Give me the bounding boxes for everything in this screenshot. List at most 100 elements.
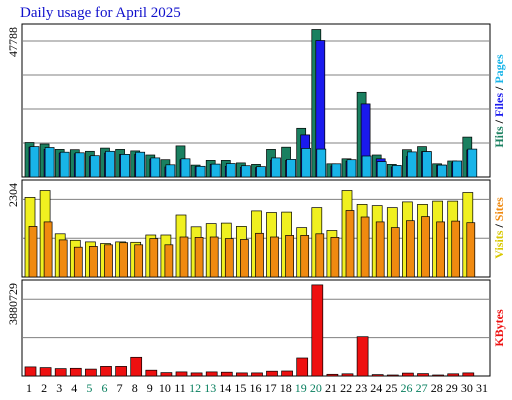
- day-label-13: 13: [204, 381, 216, 395]
- sites-bar-sites-day-7: [119, 242, 128, 278]
- day-label-3: 3: [56, 381, 62, 395]
- hits-series-hits: [24, 29, 473, 178]
- kbytes-panel: 3880729 KBytes: [6, 279, 506, 377]
- hits-bar-pages-day-17: [271, 157, 281, 178]
- sites-bar-sites-day-26: [406, 220, 415, 278]
- hits-series-pages: [29, 146, 478, 178]
- kbytes-bar-kbytes-day-26: [402, 372, 414, 377]
- sites-bar-sites-day-19: [300, 235, 310, 278]
- day-label-27: 27: [416, 381, 428, 395]
- kbytes-bar-kbytes-day-1: [24, 366, 37, 377]
- x-axis-day-labels: 1 2 3 4 5 6 7 8 9 10 11 12 13 14 15 16 17 18 19 20 21 22 23 24 2…: [26, 381, 488, 395]
- hits-bar-pages-day-23: [361, 155, 372, 178]
- hits-max-label: 47788: [6, 27, 20, 57]
- kbytes-bar-kbytes-day-14: [220, 371, 233, 377]
- day-label-30: 30: [461, 381, 473, 395]
- hits-panel: 47788 Hits / Files / Pages: [6, 23, 506, 178]
- hits-legend-item: /: [492, 119, 506, 126]
- day-label-20: 20: [310, 381, 322, 395]
- sites-bar-sites-day-25: [390, 227, 400, 278]
- sites-bar-sites-day-17: [270, 236, 279, 278]
- hits-bar-pages-day-19: [301, 148, 312, 178]
- day-label-4: 4: [71, 381, 77, 395]
- kbytes-series-kbytes: [24, 284, 475, 377]
- kbytes-bar-kbytes-day-2: [39, 367, 52, 377]
- day-label-19: 19: [295, 381, 307, 395]
- day-label-10: 10: [159, 381, 171, 395]
- sites-legend-item: Visits: [492, 230, 506, 259]
- hits-legend-item: Hits: [492, 126, 506, 148]
- hits-bar-pages-day-14: [225, 163, 236, 178]
- hits-bar-pages-day-21: [331, 163, 342, 178]
- hits-bar-pages-day-24: [376, 161, 387, 178]
- hits-bar-pages-day-2: [44, 147, 55, 178]
- day-label-31: 31: [476, 381, 488, 395]
- hits-bar-pages-day-10: [165, 164, 176, 178]
- hits-bar-pages-day-27: [422, 151, 432, 178]
- kbytes-bar-kbytes-day-28: [432, 374, 444, 377]
- sites-bar-sites-day-21: [330, 237, 340, 278]
- day-label-2: 2: [41, 381, 47, 395]
- sites-bar-sites-day-8: [134, 244, 144, 278]
- day-label-9: 9: [147, 381, 153, 395]
- kbytes-frame: [21, 279, 491, 377]
- sites-bar-sites-day-4: [73, 246, 83, 278]
- hits-bar-pages-day-16: [256, 166, 266, 178]
- hits-bar-pages-day-1: [29, 146, 40, 178]
- day-label-23: 23: [355, 381, 367, 395]
- sites-bar-sites-day-28: [436, 221, 445, 278]
- kbytes-bar-kbytes-day-4: [69, 367, 82, 377]
- kbytes-bar-kbytes-day-17: [266, 370, 278, 377]
- chart-title: Daily usage for April 2025: [20, 5, 181, 21]
- hits-bar-pages-day-15: [241, 165, 251, 178]
- hits-bar-pages-day-30: [467, 148, 478, 178]
- sites-bar-sites-day-27: [421, 216, 430, 278]
- day-label-12: 12: [189, 381, 201, 395]
- kbytes-legend-item: KBytes: [492, 309, 506, 347]
- sites-max-label: 2304: [6, 183, 20, 207]
- day-label-11: 11: [174, 381, 186, 395]
- kbytes-bar-kbytes-day-24: [371, 374, 384, 377]
- hits-bar-pages-day-4: [74, 152, 85, 178]
- sites-legend: Visits / Sites: [492, 197, 506, 259]
- sites-bar-sites-day-14: [224, 238, 234, 278]
- sites-bar-sites-day-1: [28, 226, 38, 278]
- sites-bar-sites-day-29: [451, 220, 461, 278]
- day-label-14: 14: [219, 381, 231, 395]
- day-label-24: 24: [370, 381, 382, 395]
- day-label-16: 16: [250, 381, 262, 395]
- hits-bar-pages-day-12: [195, 165, 206, 178]
- kbytes-bar-kbytes-day-19: [296, 357, 309, 377]
- hits-bar-pages-day-11: [180, 158, 191, 178]
- sites-legend-item: Sites: [492, 197, 506, 224]
- sites-bar-sites-day-2: [43, 221, 53, 278]
- day-label-6: 6: [102, 381, 108, 395]
- sites-bar-sites-day-15: [240, 239, 249, 278]
- day-label-15: 15: [234, 381, 246, 395]
- kbytes-bar-kbytes-day-11: [175, 371, 188, 377]
- sites-bar-sites-day-23: [360, 216, 370, 278]
- hits-bar-pages-day-5: [90, 155, 100, 178]
- sites-bar-sites-day-3: [58, 239, 68, 278]
- sites-bar-sites-day-5: [89, 246, 98, 278]
- sites-bar-sites-day-20: [315, 233, 325, 278]
- kbytes-bar-kbytes-day-16: [251, 372, 263, 377]
- day-label-29: 29: [446, 381, 458, 395]
- hits-legend: Hits / Files / Pages: [492, 54, 506, 148]
- kbytes-bar-kbytes-day-27: [417, 373, 429, 377]
- sites-bar-sites-day-6: [104, 244, 113, 278]
- hits-bar-pages-day-3: [59, 151, 70, 178]
- kbytes-bar-kbytes-day-22: [341, 373, 354, 377]
- kbytes-bar-kbytes-day-10: [160, 372, 173, 377]
- kbytes-bar-kbytes-day-13: [205, 371, 218, 377]
- sites-bar-sites-day-13: [209, 236, 219, 278]
- kbytes-max-label: 3880729: [6, 283, 20, 325]
- sites-bar-sites-day-10: [164, 244, 174, 278]
- kbytes-bar-kbytes-day-9: [145, 369, 158, 377]
- day-label-25: 25: [385, 381, 397, 395]
- kbytes-bar-kbytes-day-21: [326, 373, 339, 377]
- hits-bar-pages-day-13: [210, 163, 221, 178]
- kbytes-bar-kbytes-day-25: [386, 374, 399, 377]
- kbytes-bar-kbytes-day-6: [100, 366, 112, 377]
